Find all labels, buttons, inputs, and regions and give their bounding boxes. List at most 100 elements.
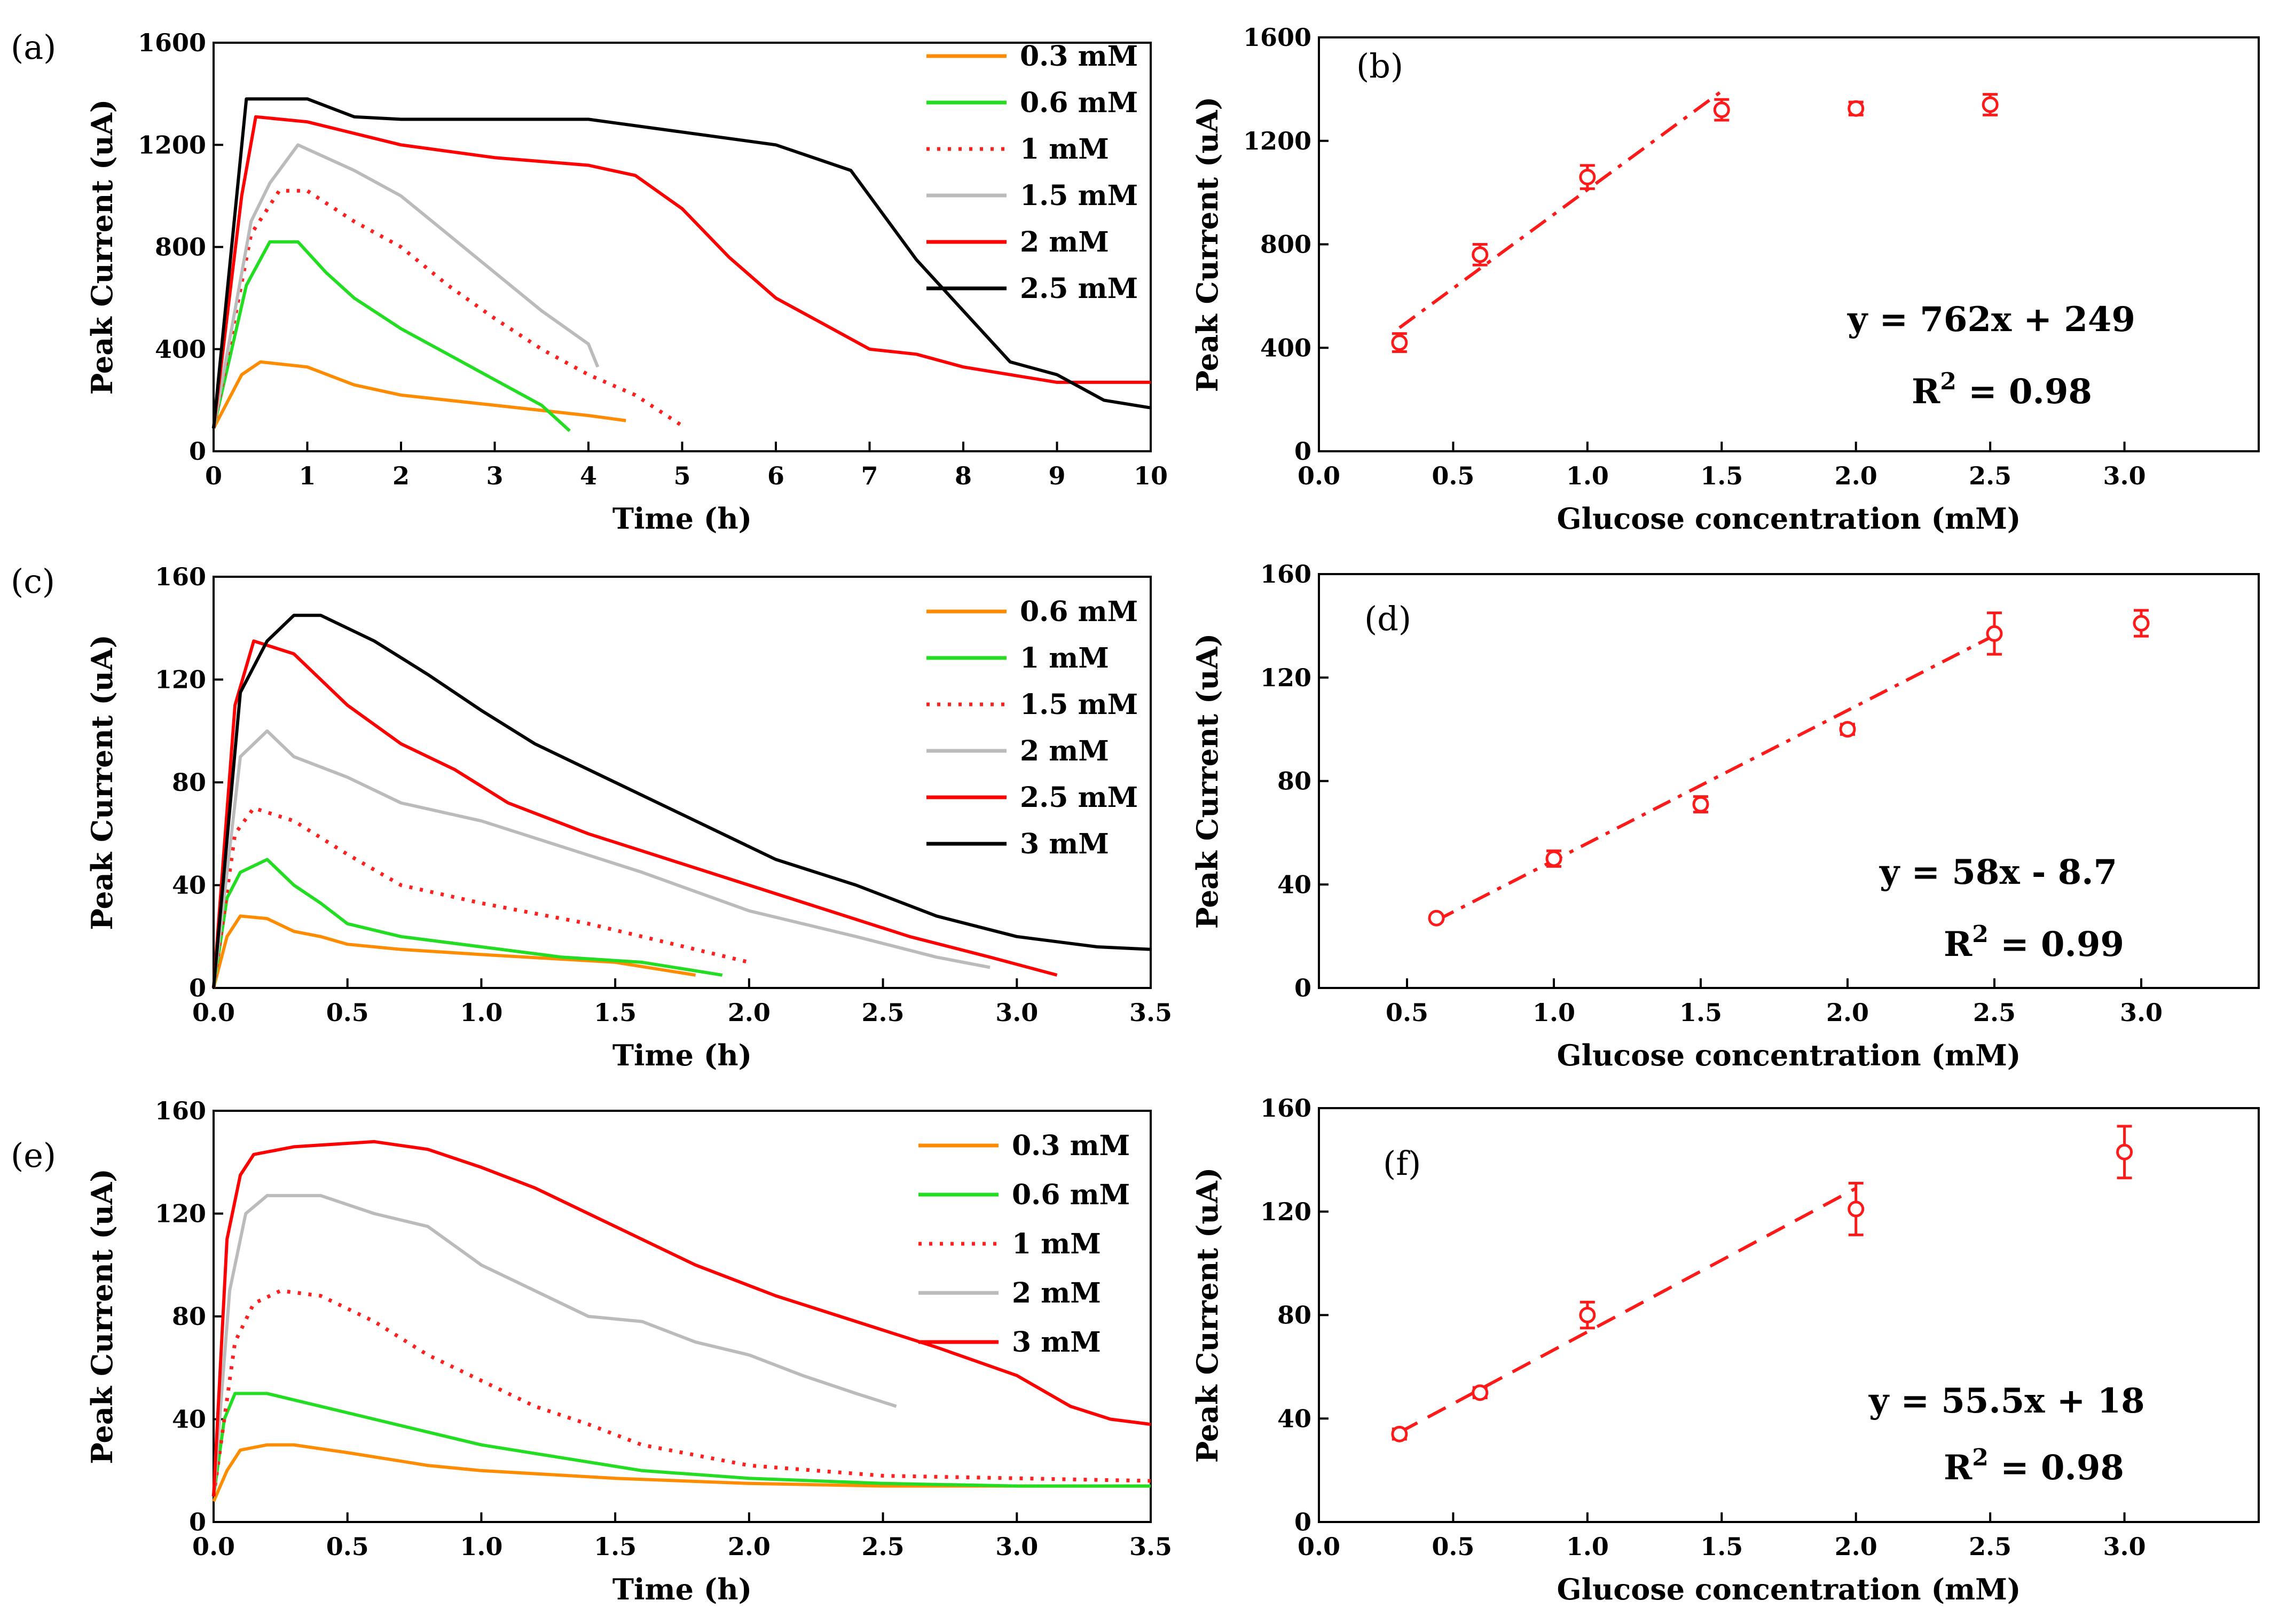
y-tick-label: 0 bbox=[1294, 1508, 1311, 1536]
panel-label: (f) bbox=[1383, 1144, 1421, 1183]
y-tick-label: 400 bbox=[1260, 333, 1311, 362]
fit-line bbox=[1435, 634, 1995, 922]
r-squared-value: = 0.98 bbox=[1956, 372, 2092, 412]
x-tick-label: 0.0 bbox=[192, 1532, 235, 1561]
x-tick-label: 2.0 bbox=[1826, 998, 1869, 1027]
panel-b: 0.0 0.5 1.0 1.5 2.0 2.5 3.0 0 400 800 1200 1600 Gluc… bbox=[1190, 23, 2260, 536]
x-tick-label: 2.0 bbox=[1835, 1532, 1877, 1561]
x-tick-label: 0.0 bbox=[1298, 461, 1340, 490]
y-axis-label: Peak Current (uA) bbox=[1190, 633, 1224, 929]
data-point bbox=[1848, 100, 1865, 117]
data-point bbox=[1839, 721, 1856, 738]
panel-c: 0.0 0.5 1.0 1.5 2.0 2.5 3.0 3.5 0 40 80 120 160 Time … bbox=[11, 562, 1172, 1072]
fit-equation: y = 55.5x + 18 bbox=[1868, 1381, 2145, 1421]
legend-label: 2 mM bbox=[1020, 226, 1109, 258]
x-tick-label: 0 bbox=[205, 461, 222, 490]
x-axis-label: Glucose concentration (mM) bbox=[1557, 1038, 2021, 1072]
x-tick-label: 0.5 bbox=[1386, 998, 1428, 1027]
x-tick-label: 1.5 bbox=[1679, 998, 1722, 1027]
plot-frame bbox=[213, 42, 1152, 452]
data-point bbox=[1391, 334, 1408, 351]
series-line-2mM bbox=[212, 729, 991, 988]
series-line-1mM bbox=[211, 1289, 1151, 1497]
series-line-3mM bbox=[212, 614, 1151, 988]
legend-label: 0.6 mM bbox=[1020, 87, 1138, 119]
r-squared-value: = 0.98 bbox=[1989, 1448, 2124, 1488]
y-tick-label: 120 bbox=[155, 1199, 206, 1228]
data-point bbox=[2116, 1143, 2133, 1160]
y-axis-label: Peak Current (uA) bbox=[1190, 97, 1224, 392]
y-tick-label: 1600 bbox=[138, 28, 206, 57]
legend-label: 1 mM bbox=[1012, 1228, 1101, 1260]
panel-label: (c) bbox=[11, 562, 55, 601]
panel-f: 0.0 0.5 1.0 1.5 2.0 2.5 3.0 0 40 80 120 160 Glucose … bbox=[1190, 1094, 2260, 1606]
x-tick-label: 3.5 bbox=[1129, 1532, 1172, 1561]
fit-line bbox=[1398, 90, 1723, 329]
data-point bbox=[1472, 1384, 1489, 1401]
y-tick-label: 80 bbox=[172, 1302, 206, 1331]
r-squared-prefix: R bbox=[1944, 924, 1972, 964]
y-tick-label: 120 bbox=[1260, 663, 1311, 692]
x-tick-label: 0.0 bbox=[192, 998, 235, 1027]
series-line-0.6mM bbox=[212, 914, 696, 988]
x-tick-label: 3 bbox=[486, 461, 503, 490]
legend-label: 2.5 mM bbox=[1020, 781, 1138, 814]
legend-label: 0.6 mM bbox=[1012, 1179, 1130, 1211]
x-tick-label: 3.0 bbox=[2103, 461, 2146, 490]
plot-frame bbox=[213, 1110, 1152, 1523]
y-axis-label: Peak Current (uA) bbox=[85, 99, 119, 395]
data-point bbox=[1428, 909, 1445, 927]
r-squared-sup: 2 bbox=[1972, 921, 1989, 948]
y-tick-label: 160 bbox=[1260, 560, 1311, 589]
y-tick-label: 120 bbox=[155, 665, 206, 694]
x-tick-label: 10 bbox=[1134, 461, 1168, 490]
series-line-3mM bbox=[212, 1140, 1151, 1497]
y-tick-label: 160 bbox=[155, 562, 206, 591]
series-line-1.5mM bbox=[212, 143, 600, 429]
x-tick-label: 2.0 bbox=[1835, 461, 1877, 490]
series-line-1mM bbox=[211, 189, 683, 429]
y-tick-label: 1600 bbox=[1243, 23, 1311, 52]
x-tick-label: 1 bbox=[298, 461, 316, 490]
x-tick-label: 5 bbox=[673, 461, 690, 490]
y-tick-label: 800 bbox=[155, 233, 206, 262]
data-point bbox=[1579, 1307, 1596, 1323]
y-tick-label: 1200 bbox=[138, 130, 206, 159]
r-squared: R2 = 0.98 bbox=[1944, 1444, 2124, 1488]
data-point bbox=[1579, 169, 1596, 186]
y-tick-label: 40 bbox=[1277, 870, 1311, 899]
y-tick-label: 0 bbox=[189, 1508, 206, 1536]
panel-label: (b) bbox=[1356, 46, 1403, 85]
data-point bbox=[1545, 850, 1562, 867]
x-tick-label: 0.0 bbox=[1298, 1532, 1340, 1561]
x-tick-label: 6 bbox=[767, 461, 784, 490]
legend-label: 1 mM bbox=[1020, 642, 1109, 674]
x-tick-label: 4 bbox=[580, 461, 597, 490]
series-line-0.3mM bbox=[212, 1443, 1151, 1502]
data-point bbox=[1472, 246, 1489, 263]
x-tick-label: 2.5 bbox=[1969, 461, 2011, 490]
x-axis-label: Glucose concentration (mM) bbox=[1557, 1572, 2021, 1606]
series-line-0.6mM bbox=[212, 240, 571, 433]
panel-label: (e) bbox=[11, 1136, 56, 1175]
series-line-2.5mM bbox=[212, 639, 1058, 988]
r-squared-prefix: R bbox=[1944, 1448, 1972, 1488]
y-tick-label: 1200 bbox=[1243, 127, 1311, 155]
series-line-1.5mM bbox=[211, 806, 750, 988]
panel-d: 0.5 1.0 1.5 2.0 2.5 3.0 0 40 80 120 160 Glucose con… bbox=[1190, 560, 2260, 1072]
legend-label: 3 mM bbox=[1020, 828, 1109, 860]
legend-label: 0.3 mM bbox=[1012, 1129, 1130, 1162]
legend-label: 1.5 mM bbox=[1020, 179, 1138, 212]
data-point bbox=[1986, 625, 2003, 642]
y-tick-label: 400 bbox=[155, 335, 206, 364]
x-tick-label: 0.5 bbox=[326, 1532, 369, 1561]
x-tick-label: 2.5 bbox=[862, 998, 905, 1027]
x-tick-label: 3.5 bbox=[1129, 998, 1172, 1027]
x-tick-label: 2.5 bbox=[862, 1532, 905, 1561]
x-axis-label: Time (h) bbox=[612, 1572, 752, 1606]
x-tick-label: 1.5 bbox=[594, 1532, 636, 1561]
y-axis-label: Peak Current (uA) bbox=[1190, 1167, 1224, 1463]
data-point bbox=[1391, 1425, 1408, 1442]
x-tick-label: 1.0 bbox=[460, 998, 502, 1027]
